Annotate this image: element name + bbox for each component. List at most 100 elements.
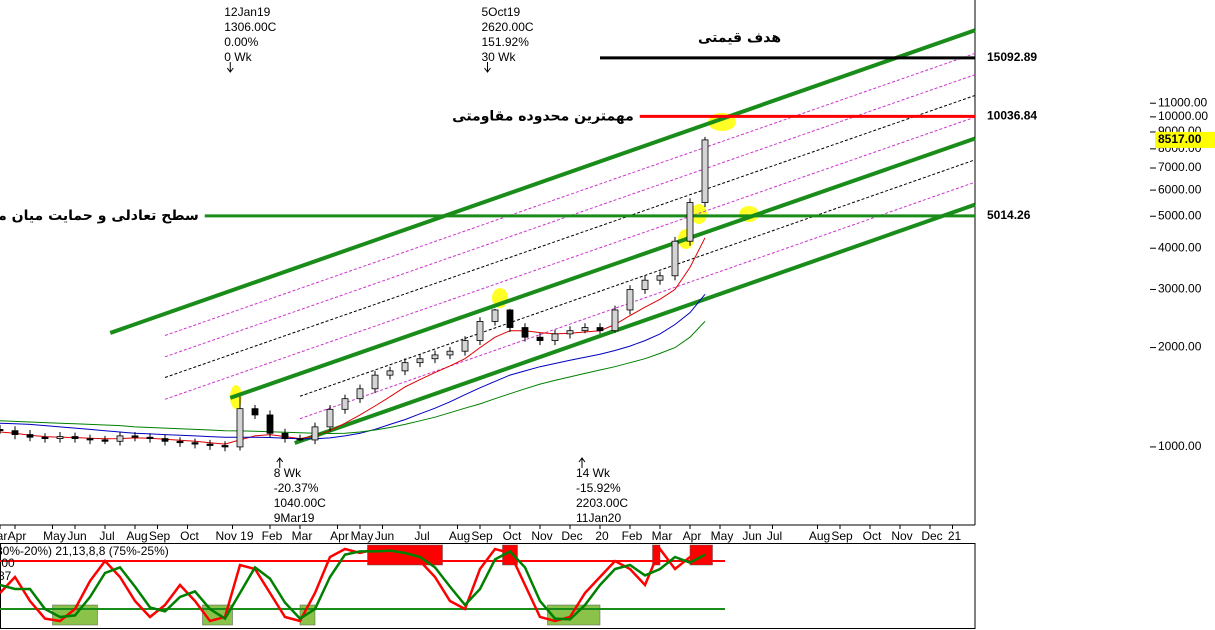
x-tick-label: ar: [0, 529, 7, 543]
y-tick-label: 6000.00: [1158, 182, 1202, 196]
candle-body: [626, 289, 634, 311]
last-price-box: [1155, 131, 1215, 148]
y-tick-label: 4000.00: [1158, 240, 1202, 254]
x-tick-label: Dec: [921, 529, 942, 543]
x-tick-label: Sep: [149, 529, 171, 543]
channel-line: [299, 181, 976, 420]
x-tick-label: Feb: [262, 529, 283, 543]
candle-body: [326, 408, 334, 428]
candle-body: [671, 240, 679, 277]
candle-body: [641, 279, 649, 290]
candle-body: [101, 439, 109, 442]
x-tick-label: Nov 19: [215, 529, 253, 543]
candle-body: [686, 202, 694, 242]
candle-body: [161, 438, 169, 442]
x-tick-label: Jul: [414, 529, 429, 543]
indicator-title: 80%-20%) 21,13,8,8 (75%-25%): [0, 544, 169, 558]
annotation-arrow: [276, 457, 284, 468]
candle-body: [236, 408, 244, 448]
x-tick-label: Jul: [767, 529, 782, 543]
annotation-text: 5Oct19: [482, 5, 521, 19]
candle-body: [221, 445, 229, 448]
x-tick-label: Jun: [375, 529, 394, 543]
x-tick-label: Jun: [67, 529, 86, 543]
candle-body: [251, 408, 259, 416]
x-tick-label: 20: [595, 529, 609, 543]
candle-body: [521, 327, 529, 338]
annotation-text: -20.37%: [274, 481, 319, 495]
candle-body: [491, 309, 499, 322]
candle-body: [176, 440, 184, 444]
candle-body: [116, 435, 124, 442]
annotation-text: 1040.00C: [274, 496, 326, 510]
candle-body: [71, 436, 79, 439]
candle-body: [551, 333, 559, 341]
candle-body: [461, 340, 469, 352]
annotation-text: 0 Wk: [224, 50, 252, 64]
candle-body: [86, 438, 94, 441]
channel-line: [299, 159, 976, 397]
annotation-text: 1306.00C: [224, 20, 276, 34]
candle-body: [206, 443, 214, 446]
indicator-side-label: .00: [0, 556, 15, 570]
candle-body: [146, 436, 154, 439]
x-tick-label: Nov: [531, 529, 552, 543]
x-tick-label: Apr: [330, 529, 349, 543]
x-tick-label: May: [711, 529, 734, 543]
x-tick-label: Nov: [891, 529, 912, 543]
candle-body: [281, 432, 289, 439]
annotation-arrow: [484, 62, 491, 73]
channel-line: [164, 74, 976, 358]
moving-average: [0, 293, 706, 440]
x-tick-label: Sep: [471, 529, 493, 543]
annotation-text: 12Jan19: [224, 5, 270, 19]
channel-line: [164, 95, 976, 378]
candle-body: [131, 435, 139, 438]
x-tick-label: Mar: [652, 529, 673, 543]
channel-line: [164, 52, 976, 336]
channel-line: [229, 136, 976, 400]
candle-body: [56, 436, 64, 439]
candle-body: [11, 430, 19, 435]
x-tick-label: 21: [948, 529, 962, 543]
candle-body: [191, 442, 199, 445]
annotation-arrow: [226, 62, 234, 73]
x-tick-label: May: [351, 529, 374, 543]
candle-body: [431, 354, 439, 360]
highlight: [691, 204, 707, 224]
level-text: سطح تعادلی و حمایت میان مدتی: [0, 208, 199, 224]
y-tick-label: 10000.00: [1158, 109, 1208, 123]
annotation-text: 151.92%: [482, 35, 530, 49]
x-tick-label: Oct: [863, 529, 882, 543]
candle-body: [611, 309, 619, 332]
annotation-arrow: [578, 457, 586, 468]
x-tick-label: Aug: [126, 529, 147, 543]
x-tick-label: May: [43, 529, 66, 543]
candle-body: [506, 309, 514, 328]
annotation-text: 11Jan20: [576, 511, 621, 525]
x-tick-label: Feb: [622, 529, 643, 543]
level-label: 15092.89: [987, 50, 1037, 64]
x-tick-label: Aug: [449, 529, 470, 543]
candle-body: [566, 330, 574, 335]
level-label: 5014.26: [987, 208, 1031, 222]
candle-body: [311, 426, 319, 441]
channel-line: [109, 28, 976, 335]
x-tick-label: Jul: [99, 529, 114, 543]
x-tick-label: Dec: [561, 529, 582, 543]
y-tick-label: 3000.00: [1158, 282, 1202, 296]
x-tick-label: Apr: [8, 529, 27, 543]
x-tick-label: Jun: [742, 529, 761, 543]
candle-body: [26, 434, 34, 438]
annotation-text: 2203.00C: [576, 496, 628, 510]
y-tick-label: 1000.00: [1158, 439, 1202, 453]
annotation-text: 2620.00C: [482, 20, 534, 34]
y-tick-label: 11000.00: [1158, 95, 1207, 109]
candle-body: [356, 388, 364, 400]
indicator-side-label: 87: [0, 569, 12, 583]
x-tick-label: Apr: [683, 529, 702, 543]
x-tick-label: Mar: [292, 529, 313, 543]
level-label: 10036.84: [987, 109, 1037, 123]
highlights: [230, 113, 759, 409]
